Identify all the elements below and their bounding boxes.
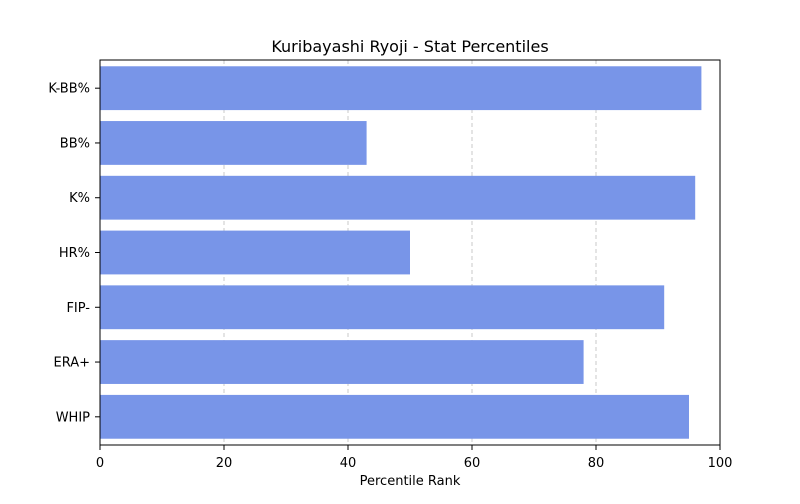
x-axis-ticks: 0 20 40 60 80 100 [96, 445, 733, 471]
bar-k [100, 175, 696, 220]
bar-k-bb [100, 66, 702, 111]
bar-whip [100, 394, 689, 439]
y-tick-label: BB% [60, 136, 90, 151]
bars [100, 66, 702, 439]
x-tick-label: 60 [464, 456, 481, 471]
bar-hr [100, 230, 410, 275]
x-tick-label: 80 [588, 456, 605, 471]
x-tick-label: 100 [708, 456, 733, 471]
x-tick-label: 0 [96, 456, 104, 471]
x-tick-label: 40 [340, 456, 357, 471]
x-axis-label: Percentile Rank [360, 474, 461, 489]
bar-era [100, 340, 584, 384]
bar-fip [100, 285, 665, 330]
y-tick-label: K-BB% [48, 82, 90, 97]
y-tick-label: ERA+ [53, 356, 90, 371]
y-tick-label: WHIP [56, 410, 90, 425]
x-tick-label: 20 [216, 456, 233, 471]
y-axis-ticks: K-BB% BB% K% HR% FIP- ERA+ WHIP [48, 82, 100, 425]
y-tick-label: HR% [59, 246, 90, 261]
chart-title: Kuribayashi Ryoji - Stat Percentiles [271, 37, 548, 56]
y-tick-label: K% [69, 191, 90, 206]
y-tick-label: FIP- [66, 301, 90, 316]
bar-bb [100, 121, 367, 165]
